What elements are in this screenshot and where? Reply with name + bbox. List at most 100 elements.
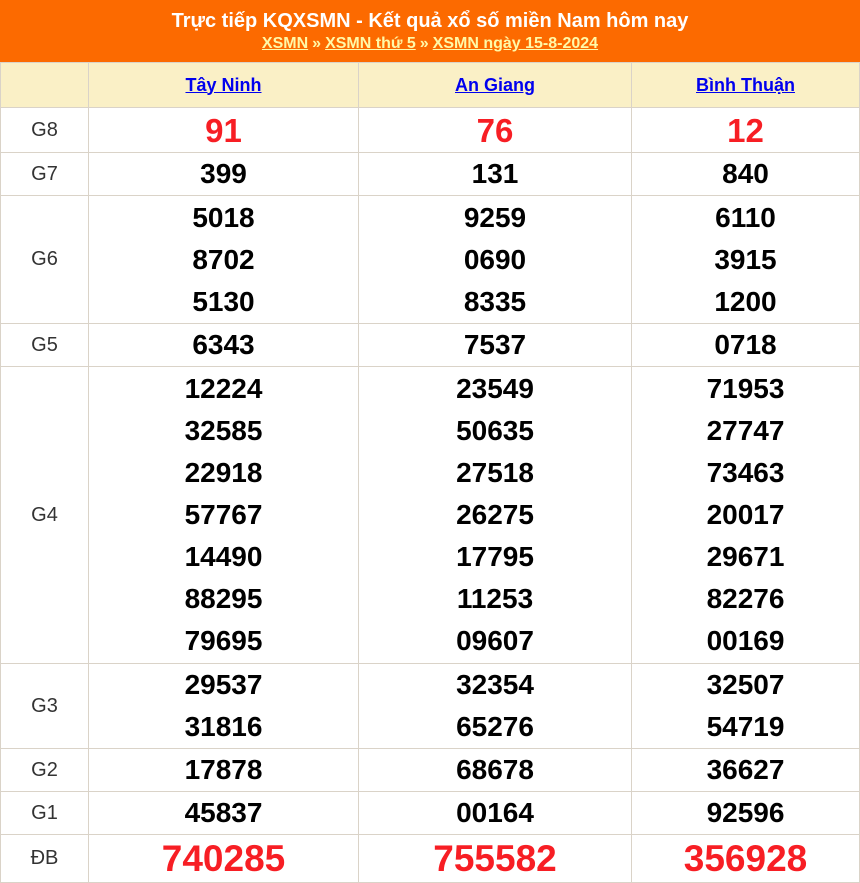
prize-label: G1: [0, 791, 89, 835]
prize-value-cell: 29537 31816: [88, 663, 359, 749]
prize-number: 8702: [192, 243, 255, 275]
prize-number: 73463: [706, 457, 785, 488]
breadcrumb: XSMN» XSMN thứ 5» XSMN ngày 15-8-2024: [0, 35, 860, 53]
prize-value-cell: 71953 27747 73463 20017 29671 82276 00169: [631, 366, 860, 664]
prize-number: 00164: [456, 797, 534, 828]
province-header-binh-thuan: Bình Thuận: [631, 62, 860, 108]
province-link-tay-ninh[interactable]: Tây Ninh: [185, 74, 262, 95]
prize-number: 45837: [184, 797, 263, 828]
prize-value-cell: 32507 54719: [631, 663, 860, 749]
prize-number: 11253: [456, 583, 534, 614]
prize-number: 755582: [433, 837, 557, 879]
province-link-binh-thuan[interactable]: Bình Thuận: [696, 74, 795, 95]
prize-number: 29671: [706, 541, 785, 572]
prize-value-cell: 36627: [631, 748, 860, 792]
prize-value-cell: 840: [631, 152, 860, 196]
prize-value-cell: 00164: [358, 791, 632, 835]
prize-number: 50635: [456, 415, 534, 446]
prize-value-cell: 0718: [631, 323, 860, 367]
prize-label: G5: [0, 323, 89, 367]
results-body: G8 91 76 12 G7 399 131 840 G6 5018 8702 5130 9259 069…: [0, 107, 860, 883]
prize-number: 9259: [463, 201, 527, 233]
prize-number: 5018: [192, 201, 255, 233]
breadcrumb-link-xsmn[interactable]: XSMN: [261, 35, 309, 52]
prize-number: 14490: [184, 541, 263, 572]
prize-value-cell: 740285: [88, 834, 359, 883]
prize-value-cell: 17878: [88, 748, 359, 792]
prize-number: 71953: [706, 373, 785, 404]
prize-value-cell: 9259 0690 8335: [358, 195, 632, 324]
results-table: Tây Ninh An Giang Bình Thuận G8 91 76 12 G7 3…: [0, 62, 860, 883]
prize-value-cell: 5018 8702 5130: [88, 195, 359, 324]
prize-value-cell: 92596: [631, 791, 860, 835]
breadcrumb-link-xsmn-ngay[interactable]: XSMN ngày 15-8-2024: [432, 35, 599, 52]
prize-number: 3915: [714, 243, 777, 275]
prize-number: 23549: [456, 373, 534, 404]
prize-number: 356928: [683, 837, 808, 879]
province-link-an-giang[interactable]: An Giang: [455, 74, 535, 95]
province-header-row: Tây Ninh An Giang Bình Thuận: [0, 62, 860, 108]
prize-number: 65276: [456, 711, 534, 742]
prize-row-g3: G3 29537 31816 32354 65276 32507 54719: [0, 663, 860, 749]
prize-label: ĐB: [0, 834, 89, 883]
prize-number: 840: [722, 158, 769, 189]
prize-number: 92596: [706, 797, 785, 828]
prize-number: 5130: [192, 285, 255, 317]
breadcrumb-link-xsmn-thu-5[interactable]: XSMN thứ 5: [325, 35, 416, 52]
prize-number: 22918: [184, 457, 263, 488]
prize-row-g4: G4 12224 32585 22918 57767 14490 88295 79695 235…: [0, 366, 860, 664]
corner-cell: [0, 62, 89, 108]
prize-number: 8335: [463, 285, 527, 317]
prize-number: 0690: [463, 243, 527, 275]
prize-label: G7: [0, 152, 89, 196]
prize-number: 00169: [706, 625, 785, 656]
prize-row-g6: G6 5018 8702 5130 9259 0690 8335 6110 3915 1200: [0, 195, 860, 324]
page-header: Trực tiếp KQXSMN - Kết quả xổ số miền Na…: [0, 0, 860, 62]
prize-label: G6: [0, 195, 89, 324]
prize-value-cell: 6110 3915 1200: [631, 195, 860, 324]
prize-value-cell: 7537: [358, 323, 632, 367]
prize-number: 6343: [192, 329, 255, 360]
prize-number: 09607: [456, 625, 534, 656]
province-header-an-giang: An Giang: [358, 62, 632, 108]
prize-value-cell: 12224 32585 22918 57767 14490 88295 79695: [88, 366, 359, 664]
prize-number: 399: [200, 158, 247, 189]
prize-number: 6110: [715, 201, 776, 233]
prize-number: 88295: [184, 583, 263, 614]
prize-number: 31816: [184, 711, 263, 742]
prize-number: 12224: [184, 373, 263, 404]
province-header-tay-ninh: Tây Ninh: [88, 62, 359, 108]
breadcrumb-separator: »: [419, 35, 429, 52]
prize-number: 32585: [184, 415, 263, 446]
prize-number: 54719: [706, 711, 785, 742]
prize-number: 20017: [706, 499, 785, 530]
prize-row-g1: G1 45837 00164 92596: [0, 791, 860, 835]
prize-number: 27747: [706, 415, 785, 446]
prize-label: G3: [0, 663, 89, 749]
prize-label: G2: [0, 748, 89, 792]
prize-number: 32507: [706, 669, 785, 700]
prize-value-cell: 32354 65276: [358, 663, 632, 749]
prize-row-g2: G2 17878 68678 36627: [0, 748, 860, 792]
prize-number: 36627: [706, 754, 785, 785]
prize-value-cell: 131: [358, 152, 632, 196]
prize-row-db: ĐB 740285 755582 356928: [0, 834, 860, 883]
prize-number: 79695: [184, 625, 263, 656]
page-title: Trực tiếp KQXSMN - Kết quả xổ số miền Na…: [171, 10, 689, 32]
prize-value-cell: 12: [631, 107, 860, 153]
prize-number: 12: [727, 111, 764, 149]
prize-number: 68678: [456, 754, 534, 785]
prize-number: 1200: [714, 285, 777, 317]
prize-number: 82276: [706, 583, 785, 614]
breadcrumb-separator: »: [312, 35, 322, 52]
prize-number: 131: [471, 158, 519, 189]
prize-label: G8: [0, 107, 89, 153]
prize-value-cell: 755582: [358, 834, 632, 883]
prize-number: 7537: [463, 329, 527, 360]
prize-number: 17795: [456, 541, 534, 572]
prize-value-cell: 356928: [631, 834, 860, 883]
prize-number: 26275: [456, 499, 534, 530]
prize-number: 32354: [456, 669, 534, 700]
prize-value-cell: 76: [358, 107, 632, 153]
prize-label: G4: [0, 366, 89, 664]
